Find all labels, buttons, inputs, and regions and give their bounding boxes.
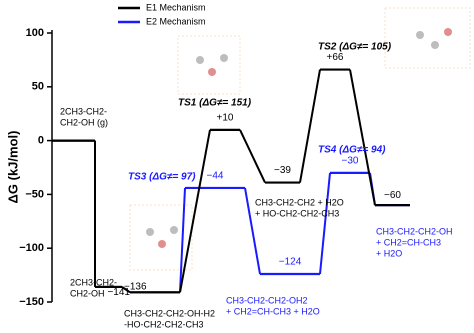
annotation: TS3 (ΔG≠= 97) [128,172,196,183]
structure-images [129,7,471,271]
connector [299,69,321,183]
legend-label: E2 Mechanism [146,16,206,26]
y-tick-label: 0 [38,135,44,147]
y-tick-label: −150 [19,296,44,308]
annotation: 2CH3-CH2- [70,277,117,287]
annotation: -HO-CH2-CH2-CH3 [124,319,204,329]
annotation: CH3-CH2-CH2-OH2 [226,295,308,305]
annotation: TS1 (ΔG≠= 151) [178,98,252,109]
y-tick-label: 100 [26,27,44,39]
y-tick-label: 50 [32,81,44,93]
y-tick-label: −50 [25,188,44,200]
value-label: −136 [124,282,147,293]
annotation: + H2O [376,248,402,258]
connector [244,187,261,275]
annotation: CH3-CH2-CH2 + H2O [255,197,344,207]
value-label: −60 [384,190,401,201]
annotation: CH2-OH [70,288,105,298]
value-label: +10 [217,112,234,123]
connector [121,286,131,294]
connector [319,172,331,275]
annotation: + HO-CH2-CH2-CH3 [255,208,339,218]
y-axis-label: ΔG (kJ/mol) [5,131,20,204]
annotation: CH2-OH (g) [60,117,108,127]
annotation: CH3-CH2-CH2-OH-H2 [124,308,215,318]
connector [179,187,186,293]
value-label: −39 [274,165,291,176]
y-tick-label: −100 [19,242,44,254]
annotation: + CH2=CH-CH3 + H2O [226,306,320,316]
connector [179,129,211,293]
value-label: −30 [342,156,359,167]
connector [239,129,266,183]
annotation: CH3-CH2-CH2-OH [376,226,453,236]
value-label: −44 [207,171,224,182]
legend-label: E1 Mechanism [146,2,206,12]
annotation: TS4 (ΔG≠= 94) [318,145,386,156]
value-label: −141 [107,287,130,298]
connector [349,69,376,206]
annotation: 2CH3-CH2- [60,106,107,116]
annotation: + CH2=CH-CH3 [376,237,441,247]
value-label: +66 [327,52,344,63]
value-label: −124 [279,257,302,268]
annotation: TS2 (ΔG≠= 105) [318,42,392,53]
